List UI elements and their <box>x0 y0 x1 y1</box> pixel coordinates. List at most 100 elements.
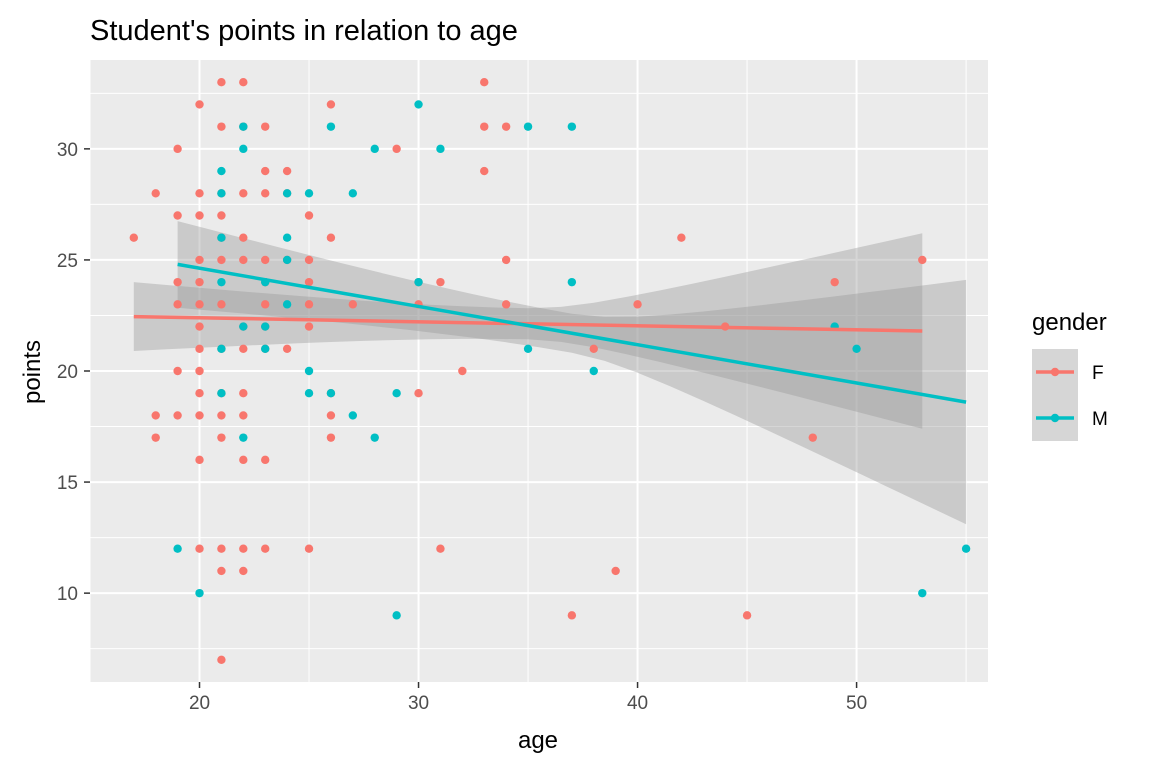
data-point-F <box>173 300 182 309</box>
legend-title: gender <box>1032 309 1107 336</box>
data-point-M <box>304 389 314 398</box>
data-point-F <box>677 233 686 242</box>
data-point-F <box>195 411 204 420</box>
data-point-M <box>239 322 248 331</box>
data-point-F <box>217 411 226 420</box>
confidence-ribbons <box>133 221 967 525</box>
trend-line-M <box>177 262 967 404</box>
data-point-F <box>195 344 204 353</box>
data-point-F <box>195 322 204 331</box>
data-point-F <box>501 122 511 131</box>
data-point-F <box>239 566 248 576</box>
data-point-F <box>436 544 445 553</box>
data-point-F <box>304 544 314 553</box>
legend-key-point-F <box>1050 367 1060 377</box>
data-point-F <box>261 455 270 465</box>
data-point-F <box>195 189 204 198</box>
data-point-M <box>217 233 226 242</box>
data-point-F <box>261 300 270 309</box>
data-point-F <box>326 411 336 420</box>
data-point-F <box>261 189 270 198</box>
chart-title: Student's points in relation to age <box>90 15 518 47</box>
data-point-M <box>567 277 577 287</box>
data-point-F <box>261 544 270 553</box>
data-point-M <box>523 344 533 353</box>
data-point-M <box>392 389 401 398</box>
data-point-M <box>589 366 598 376</box>
data-point-M <box>195 588 204 598</box>
x-axis-title: age <box>518 727 558 754</box>
data-point-F <box>195 277 204 287</box>
x-tick-label: 40 <box>627 693 648 714</box>
data-point-F <box>217 544 226 553</box>
data-point-M <box>523 122 533 131</box>
legend-label-F: F <box>1092 363 1104 384</box>
data-point-F <box>282 344 292 353</box>
x-tick-label: 20 <box>189 693 210 714</box>
data-point-M <box>173 544 182 553</box>
data-point-F <box>151 433 160 442</box>
data-point-F <box>195 100 204 109</box>
data-point-F <box>239 455 248 465</box>
data-point-M <box>436 144 445 154</box>
data-point-F <box>326 100 336 109</box>
data-point-F <box>414 389 423 398</box>
data-point-F <box>480 78 489 87</box>
data-point-F <box>326 233 336 242</box>
data-point-F <box>173 211 182 220</box>
trend-line-F <box>133 314 923 333</box>
confidence-band-M <box>177 221 967 525</box>
data-point-F <box>195 300 204 309</box>
x-axis: 20 30 40 50 <box>189 682 867 714</box>
data-point-F <box>261 255 270 265</box>
y-tick-label: 10 <box>57 584 78 605</box>
data-point-M <box>239 122 248 131</box>
data-point-F <box>217 255 226 265</box>
y-axis-title: points <box>19 340 46 404</box>
data-point-M <box>852 344 861 353</box>
data-point-M <box>348 189 358 198</box>
data-point-F <box>458 366 467 376</box>
data-point-F <box>239 78 248 87</box>
data-point-M <box>261 344 270 353</box>
data-point-F <box>239 389 248 398</box>
data-point-F <box>173 411 182 420</box>
data-point-F <box>304 322 314 331</box>
data-point-F <box>239 544 248 553</box>
legend: gender F M <box>1032 309 1108 441</box>
data-point-M <box>326 389 336 398</box>
data-point-M <box>261 322 270 331</box>
data-point-M <box>304 366 314 376</box>
data-point-F <box>480 166 489 176</box>
data-point-F <box>195 389 204 398</box>
data-point-F <box>151 411 160 420</box>
data-point-F <box>173 277 182 287</box>
data-point-M <box>370 433 379 442</box>
data-point-F <box>611 566 620 576</box>
data-point-M <box>348 411 358 420</box>
data-point-F <box>217 211 226 220</box>
confidence-band-F <box>133 233 923 429</box>
data-point-F <box>217 122 226 131</box>
data-point-F <box>261 122 270 131</box>
data-point-F <box>151 189 160 198</box>
data-point-F <box>501 300 511 309</box>
data-point-F <box>173 366 182 376</box>
trend-lines <box>133 262 967 404</box>
y-tick-label: 15 <box>57 473 78 494</box>
data-point-F <box>239 233 248 242</box>
data-point-F <box>261 166 270 176</box>
y-tick-label: 25 <box>57 251 78 272</box>
data-point-F <box>239 411 248 420</box>
data-point-F <box>501 255 511 265</box>
x-tick-label: 30 <box>408 693 429 714</box>
data-point-M <box>918 588 927 598</box>
data-point-F <box>918 255 927 265</box>
data-point-M <box>282 255 292 265</box>
data-point-M <box>217 189 226 198</box>
data-point-M <box>392 611 401 620</box>
data-point-M <box>217 344 226 353</box>
data-point-M <box>239 433 248 442</box>
data-point-F <box>239 189 248 198</box>
